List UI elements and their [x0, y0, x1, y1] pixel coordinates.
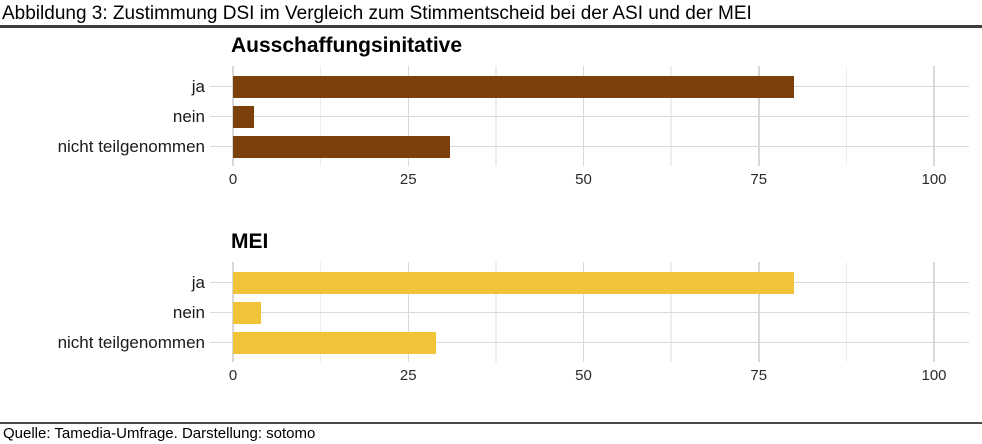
row-gridline: [210, 145, 969, 148]
row-gridline: [210, 115, 969, 118]
category-label-ja: ja: [191, 76, 205, 96]
bar-nicht-teilgenommen: [233, 135, 451, 158]
category-label-nein: nein: [172, 106, 205, 126]
bar-chart-mei: MEI ja nein nicht teilgenommen 0 25 50 75 100: [0, 229, 982, 387]
x-tick-label-0: 0: [228, 171, 238, 188]
x-tick-label-0: 0: [228, 367, 238, 384]
x-tick-label-50: 50: [575, 367, 592, 384]
plot-area: [210, 262, 969, 362]
x-tick-label-50: 50: [575, 171, 592, 188]
chart-title: Ausschaffungsinitative: [231, 34, 463, 57]
x-tick-label-75: 75: [750, 171, 768, 188]
source-note: Quelle: Tamedia-Umfrage. Darstellung: so…: [3, 425, 316, 442]
header-rule: [0, 25, 982, 28]
chart-title: MEI: [231, 230, 269, 253]
category-label-nein: nein: [172, 302, 205, 322]
bar-ja: [233, 75, 794, 98]
footer-rule: [0, 422, 982, 424]
bar-chart-ausschaffungsinitative: Ausschaffungsinitative ja nein nicht teilge…: [0, 33, 982, 191]
row-gridline: [210, 311, 969, 314]
bar-nein: [233, 105, 255, 128]
plot-area: [210, 66, 969, 166]
page-title: Abbildung 3: Zustimmung DSI im Vergleich…: [2, 3, 752, 24]
x-tick-label-100: 100: [921, 171, 947, 188]
x-tick-label-100: 100: [921, 367, 947, 384]
category-label-nicht-teilgenommen: nicht teilgenommen: [57, 136, 205, 156]
category-label-nicht-teilgenommen: nicht teilgenommen: [57, 332, 205, 352]
category-label-ja: ja: [191, 272, 205, 292]
row-gridline: [210, 341, 969, 344]
bar-nicht-teilgenommen: [233, 331, 437, 354]
x-tick-label-75: 75: [750, 367, 768, 384]
x-tick-label-25: 25: [399, 171, 417, 188]
bar-nein: [233, 301, 262, 324]
bar-ja: [233, 271, 794, 294]
x-tick-label-25: 25: [399, 367, 417, 384]
